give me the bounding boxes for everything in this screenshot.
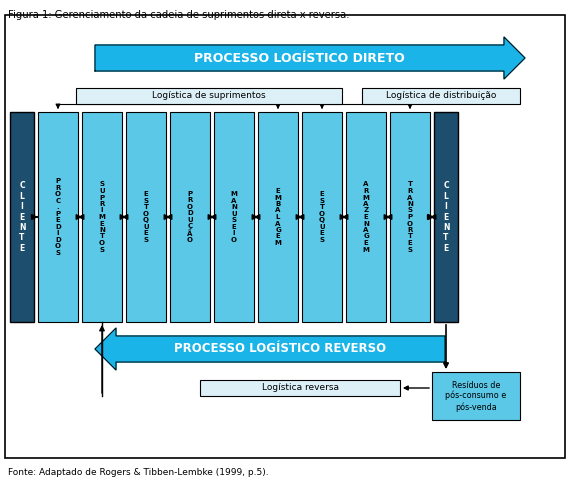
Text: E
M
B
A
L
A
G
E
M: E M B A L A G E M [275,188,282,246]
Polygon shape [95,328,445,370]
Bar [200,380,400,396]
Bar [434,112,458,322]
Bar [38,112,78,322]
Bar [214,112,254,322]
Bar [346,112,386,322]
Text: C
L
I
E
N
T
E: C L I E N T E [443,181,449,252]
Text: E
S
T
O
Q
U
E
S: E S T O Q U E S [143,191,149,243]
Text: A
R
M
A
Z
E
N
A
G
E
M: A R M A Z E N A G E M [363,181,369,252]
Text: P
R
O
C
.
P
E
D
I
D
O
S: P R O C . P E D I D O S [55,178,61,256]
Text: PROCESSO LOGÍSTICO DIRETO: PROCESSO LOGÍSTICO DIRETO [194,51,405,64]
Text: Fonte: Adaptado de Rogers & Tibben-Lembke (1999, p.5).: Fonte: Adaptado de Rogers & Tibben-Lembk… [8,468,268,477]
Text: Figura 1: Gerenciamento da cadeia de suprimentos direta x reversa.: Figura 1: Gerenciamento da cadeia de sup… [8,10,349,20]
Text: PROCESSO LOGÍSTICO REVERSO: PROCESSO LOGÍSTICO REVERSO [174,343,386,356]
Bar [126,112,166,322]
Bar [432,372,520,420]
Text: Logística de distribuição: Logística de distribuição [386,92,496,100]
Bar [390,112,430,322]
Bar [362,88,520,104]
Bar [76,88,342,104]
Polygon shape [95,37,525,79]
Text: T
R
A
N
S
P
O
R
T
E
S: T R A N S P O R T E S [407,181,413,252]
Bar [82,112,122,322]
Bar [258,112,298,322]
Text: P
R
O
D
U
Ç
Ã
O: P R O D U Ç Ã O [187,191,193,243]
Text: S
U
P
R
I
M
E
N
T
O
S: S U P R I M E N T O S [99,181,105,252]
Text: Resíduos de
pós-consumo e
pós-venda: Resíduos de pós-consumo e pós-venda [445,381,507,411]
Text: Logística reversa: Logística reversa [262,384,339,393]
Text: Logística de suprimentos: Logística de suprimentos [152,92,266,100]
Bar [302,112,342,322]
Text: E
S
T
O
Q
U
E
S: E S T O Q U E S [319,191,325,243]
Text: C
L
I
E
N
T
E: C L I E N T E [19,181,25,252]
Bar [10,112,34,322]
Text: M
A
N
U
S
E
I
O: M A N U S E I O [230,191,238,243]
Bar [170,112,210,322]
